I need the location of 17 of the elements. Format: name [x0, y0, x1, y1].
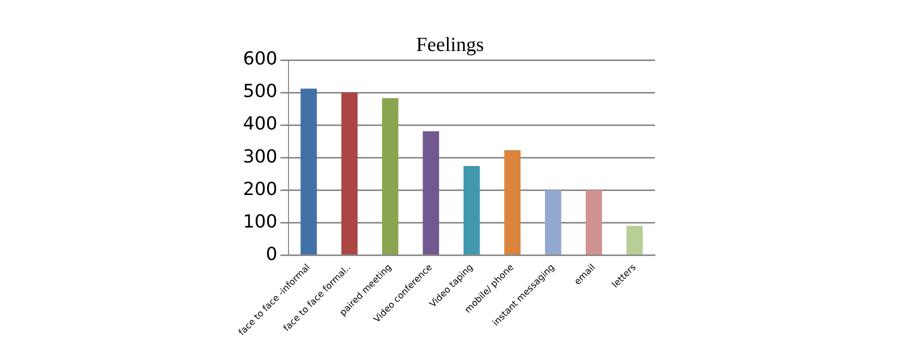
y-tick-label: 300: [242, 146, 278, 168]
bar: [422, 131, 440, 254]
y-tick-label: 400: [242, 114, 278, 135]
bar: [464, 166, 480, 254]
bar: [545, 190, 562, 254]
bar: [300, 88, 317, 254]
bar: [626, 226, 643, 254]
y-tick-label: 100: [242, 211, 278, 232]
chart-title: Feelings: [416, 34, 484, 56]
y-tick-label: 200: [242, 178, 278, 200]
y-tick-label: 500: [242, 81, 278, 102]
y-tick-label: 0: [266, 244, 278, 265]
bar: [504, 150, 521, 254]
bar: [586, 190, 602, 254]
bar: [341, 92, 358, 254]
bar: [382, 98, 398, 254]
y-tick-label: 600: [242, 48, 278, 70]
